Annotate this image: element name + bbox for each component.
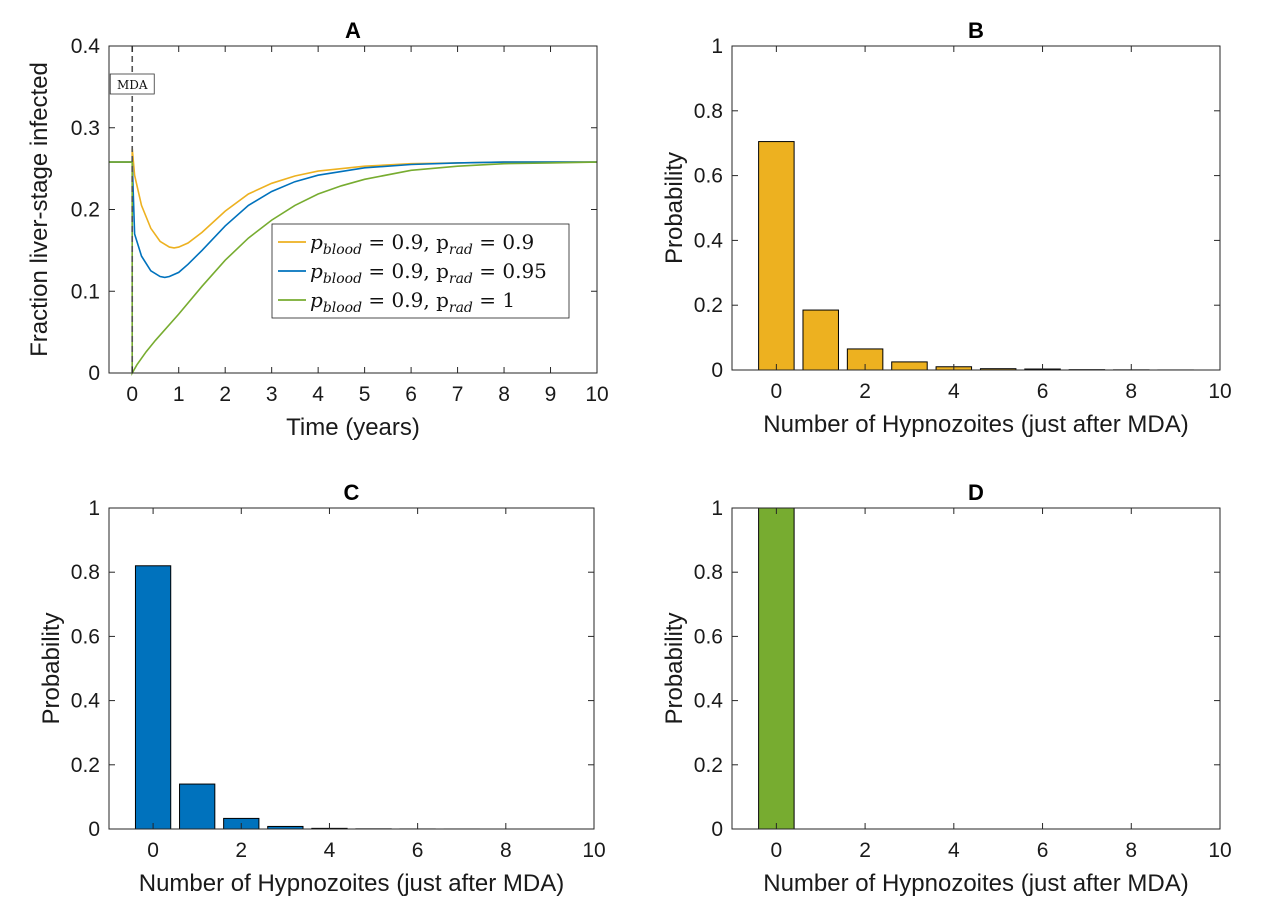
y-tick-label: 0 (88, 818, 100, 841)
y-tick-label: 1 (711, 35, 723, 58)
x-tick-label: 10 (582, 839, 605, 862)
x-tick-label: 10 (585, 383, 608, 406)
x-tick-label: 8 (498, 383, 510, 406)
x-tick-label: 6 (1037, 839, 1049, 862)
x-tick-label: 4 (948, 839, 960, 862)
x-tick-label: 10 (1208, 380, 1231, 403)
x-tick-label: 8 (1125, 380, 1137, 403)
x-axis-label: Number of Hypnozoites (just after MDA) (139, 870, 564, 897)
axes-frame (731, 45, 1221, 371)
x-tick-label: 9 (545, 383, 557, 406)
y-tick-label: 1 (88, 497, 100, 520)
x-tick-label: 4 (948, 380, 960, 403)
plot-area (109, 46, 597, 373)
bar-1 (179, 783, 216, 830)
panel-b: 0 2 4 6 8 10 0 0.2 0.4 0.6 0.8 1 B Number of Hypnozoi… (661, 18, 1232, 438)
bar-0 (758, 141, 795, 371)
bar-1 (802, 309, 839, 371)
y-axis-label: Probability (38, 612, 65, 724)
plot-area (732, 508, 1220, 829)
panel-c: 0 2 4 6 8 10 0 0.2 0.4 0.6 0.8 1 C Number of Hypnozoi… (38, 480, 606, 897)
x-tick-label: 0 (771, 380, 783, 403)
x-tick-label: 6 (405, 383, 417, 406)
x-tick-label: 6 (1037, 380, 1049, 403)
y-tick-label: 0 (711, 359, 723, 382)
x-axis-label: Time (years) (286, 414, 420, 441)
y-tick-label: 0.2 (71, 754, 100, 777)
legend-entry-2: pblood = 0.9, prad = 0.95 (310, 259, 547, 287)
x-tick-label: 4 (312, 383, 324, 406)
y-tick-label: 0.3 (71, 117, 100, 140)
x-tick-label: 3 (266, 383, 278, 406)
y-tick-label: 0.6 (71, 625, 100, 648)
x-tick-label: 0 (126, 383, 138, 406)
series-line-2 (109, 160, 597, 279)
legend-entry-3: pblood = 0.9, prad = 1 (310, 288, 515, 316)
y-tick-label: 0.6 (694, 625, 723, 648)
x-tick-label: 1 (173, 383, 185, 406)
x-tick-label: 6 (412, 839, 424, 862)
x-axis-label: Number of Hypnozoites (just after MDA) (763, 870, 1188, 897)
y-tick-label: 0.4 (694, 690, 724, 713)
y-tick-label: 0.1 (71, 280, 100, 303)
y-tick-label: 0.8 (694, 100, 723, 123)
chart-title: D (968, 480, 984, 505)
y-tick-label: 0.8 (694, 561, 723, 584)
bar-3 (891, 361, 928, 371)
y-tick-label: 0.2 (71, 199, 100, 222)
chart-title: C (344, 480, 360, 505)
y-axis-label: Fraction liver-stage infected (26, 62, 53, 357)
panel-d: 0 2 4 6 8 10 0 0.2 0.4 0.6 0.8 1 D Number of Hypnozoi… (661, 480, 1232, 897)
x-tick-label: 7 (452, 383, 464, 406)
plot-area (109, 508, 594, 829)
y-tick-label: 0 (711, 818, 723, 841)
mda-label: MDA (117, 78, 148, 92)
x-tick-label: 8 (500, 839, 512, 862)
legend-entry-1: pblood = 0.9, prad = 0.9 (310, 230, 534, 258)
series-line-3 (109, 161, 598, 377)
x-tick-label: 0 (147, 839, 159, 862)
y-tick-label: 0.4 (694, 229, 724, 252)
x-tick-label: 10 (1208, 839, 1231, 862)
x-tick-label: 2 (219, 383, 231, 406)
y-tick-label: 0.6 (694, 165, 723, 188)
y-tick-label: 1 (711, 497, 723, 520)
chart-title: A (345, 18, 361, 43)
legend (271, 223, 570, 319)
y-axis-label: Probability (661, 612, 688, 724)
mda-label-box (109, 73, 155, 95)
y-tick-label: 0.4 (71, 35, 101, 58)
axes-frame (731, 507, 1221, 830)
x-tick-label: 2 (859, 380, 871, 403)
bar-0 (134, 565, 172, 830)
y-tick-label: 0.4 (71, 690, 101, 713)
bar-0 (758, 507, 795, 830)
y-axis-label: Probability (661, 152, 688, 264)
x-axis-label: Number of Hypnozoites (just after MDA) (763, 411, 1188, 438)
y-tick-label: 0 (88, 362, 100, 385)
y-tick-label: 0.2 (694, 754, 723, 777)
x-tick-label: 8 (1125, 839, 1137, 862)
axes-frame (108, 507, 595, 830)
x-tick-label: 4 (324, 839, 336, 862)
x-tick-label: 2 (859, 839, 871, 862)
x-tick-label: 5 (359, 383, 371, 406)
chart-title: B (968, 18, 984, 43)
x-tick-label: 0 (771, 839, 783, 862)
x-tick-label: 2 (235, 839, 247, 862)
y-tick-label: 0.2 (694, 294, 723, 317)
y-tick-label: 0.8 (71, 561, 100, 584)
